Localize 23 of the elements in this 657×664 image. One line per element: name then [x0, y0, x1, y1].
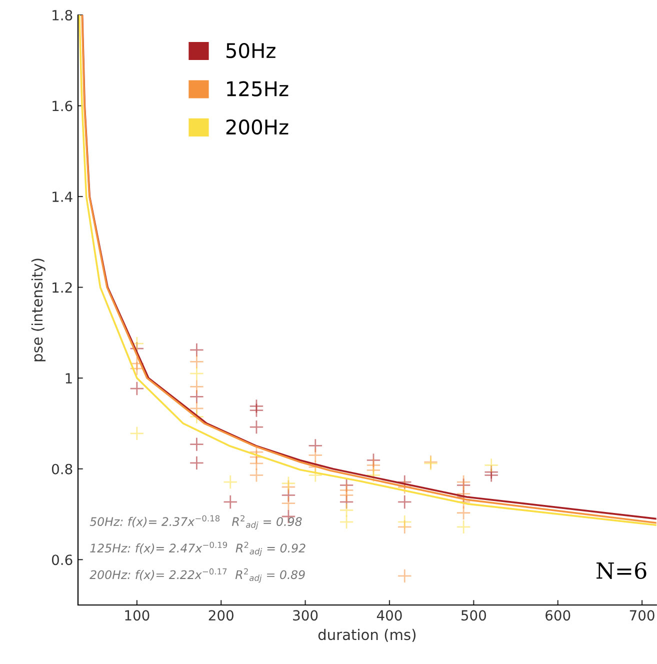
- y-tick-label: 0.8: [52, 464, 72, 474]
- x-tick-label: 700: [630, 610, 654, 621]
- x-tick-label: 300: [293, 610, 318, 621]
- y-tick-label: 1: [66, 373, 72, 384]
- x-tick-label: 100: [125, 610, 150, 621]
- y-tick-label: 1.6: [52, 100, 72, 112]
- y-axis-title: pse (intensity): [31, 258, 46, 362]
- legend-label: 200Hz: [226, 119, 288, 135]
- y-tick-label: 1.4: [52, 192, 72, 202]
- y-tick-label: 1.8: [52, 10, 72, 20]
- legend-label: 125Hz: [227, 81, 288, 96]
- annotation: 200Hz: f(x)= 2.22x$^{−0.17}$ R$^{2}$$_{adj}$ = 0.89: [90, 568, 305, 583]
- annotation: N=6: [596, 562, 646, 579]
- x-tick-label: 500: [461, 610, 486, 621]
- text: 50Hz: f(x)= 2.37x$^{−0.18}$ R$^{2}$$_{adj}$ = 0.98: [90, 515, 302, 530]
- annotation: 125Hz: f(x)= 2.47x$^{−0.19}$ R$^{2}$$_{adj}$ = 0.92: [90, 542, 306, 556]
- x-tick-label: 400: [376, 610, 402, 621]
- x-tick-label: 200: [208, 610, 234, 621]
- y-tick-label: 0.6: [52, 554, 72, 566]
- y-tick-label: 1.2: [52, 282, 72, 293]
- x-axis-title: duration (ms): [318, 628, 416, 642]
- legend-label: 50Hz: [226, 42, 276, 58]
- x-tick-label: 600: [546, 610, 570, 621]
